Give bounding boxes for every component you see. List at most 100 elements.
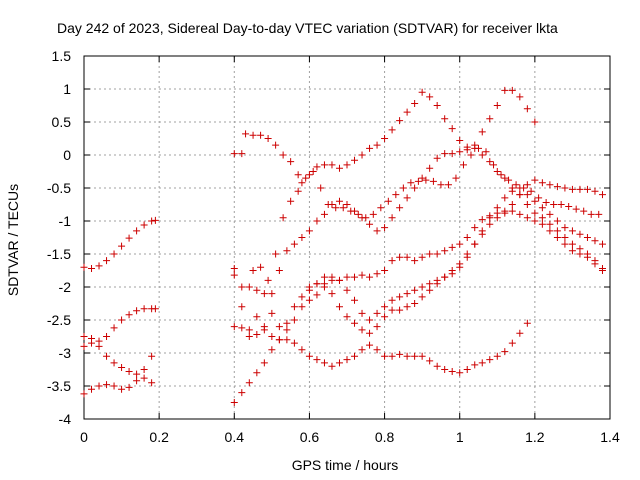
- data-point: [452, 174, 460, 182]
- data-point: [103, 352, 111, 360]
- series-sat-d: [80, 352, 156, 398]
- x-tick-label: 0: [80, 429, 88, 445]
- data-point: [527, 187, 535, 195]
- data-point: [486, 356, 494, 364]
- data-point: [298, 179, 306, 187]
- data-point: [456, 369, 464, 377]
- data-point: [80, 333, 88, 340]
- data-point: [486, 214, 494, 222]
- data-point: [587, 210, 595, 218]
- data-point: [531, 118, 539, 126]
- data-point: [505, 176, 513, 184]
- data-point: [418, 283, 426, 291]
- data-point: [403, 194, 411, 202]
- data-point: [335, 303, 343, 311]
- data-point: [351, 352, 359, 360]
- data-point: [411, 352, 419, 360]
- data-point: [279, 151, 287, 159]
- data-point: [490, 161, 498, 169]
- data-point: [140, 366, 148, 373]
- data-point: [230, 399, 238, 406]
- data-point: [272, 250, 280, 258]
- data-point: [523, 201, 531, 208]
- data-point: [110, 359, 118, 367]
- data-point: [396, 253, 404, 261]
- data-point: [290, 303, 298, 311]
- data-point: [388, 306, 396, 314]
- data-point: [411, 257, 419, 265]
- y-tick-label: -3.5: [47, 378, 71, 394]
- series-sat-a: [80, 216, 159, 273]
- data-point: [531, 197, 539, 205]
- data-point: [294, 187, 302, 195]
- data-point: [426, 357, 434, 365]
- data-point: [140, 305, 148, 313]
- data-point: [576, 230, 584, 238]
- data-point: [475, 144, 482, 152]
- data-point: [125, 234, 133, 242]
- x-tick-label: 1.4: [600, 429, 620, 445]
- data-point: [305, 296, 313, 304]
- data-point: [320, 273, 328, 281]
- data-point: [279, 214, 287, 222]
- data-point: [459, 161, 467, 169]
- data-point: [591, 237, 599, 245]
- data-point: [550, 201, 558, 208]
- data-point: [598, 265, 606, 273]
- data-point: [538, 204, 546, 212]
- data-point: [441, 273, 449, 281]
- series-sat-e: [230, 86, 539, 187]
- data-point: [523, 319, 531, 327]
- data-point: [335, 164, 343, 172]
- data-point: [471, 240, 479, 248]
- data-point: [463, 146, 471, 154]
- data-point: [433, 362, 441, 370]
- data-point: [140, 374, 148, 382]
- data-point: [351, 296, 359, 304]
- data-point: [287, 158, 295, 166]
- data-point: [238, 324, 246, 332]
- data-point: [493, 352, 501, 360]
- data-points: [80, 86, 606, 406]
- data-point: [110, 382, 118, 390]
- data-point: [294, 171, 302, 179]
- data-point: [388, 296, 396, 304]
- data-point: [486, 115, 494, 123]
- data-point: [302, 174, 310, 182]
- data-point: [328, 362, 336, 370]
- data-point: [561, 240, 569, 248]
- data-point: [373, 141, 381, 149]
- data-point: [260, 323, 268, 331]
- data-point: [358, 309, 366, 317]
- data-point: [426, 250, 434, 258]
- y-tick-label: -1.5: [47, 246, 71, 262]
- data-point: [508, 207, 516, 215]
- data-point: [478, 359, 486, 367]
- data-point: [253, 313, 261, 321]
- data-point: [418, 293, 426, 301]
- data-point: [80, 342, 88, 350]
- data-point: [403, 303, 411, 311]
- data-point: [242, 130, 250, 138]
- data-point: [103, 381, 111, 389]
- data-point: [343, 161, 351, 169]
- data-point: [95, 382, 103, 390]
- data-point: [546, 227, 554, 235]
- data-point: [320, 210, 328, 218]
- data-point: [501, 207, 509, 215]
- data-point: [358, 346, 366, 354]
- data-point: [508, 201, 516, 208]
- data-point: [88, 385, 96, 393]
- data-point: [118, 364, 126, 372]
- data-point: [118, 316, 126, 324]
- data-point: [125, 383, 133, 391]
- data-point: [478, 128, 486, 136]
- data-point: [411, 184, 419, 192]
- axes: 0 0.2 0.4 0.6 0.8 1 1.2 1.4 -4 -3.5 -3 -2.5 -2 -1.5 -1…: [47, 48, 620, 445]
- series-sat-g: [230, 319, 531, 377]
- data-point: [568, 185, 576, 193]
- data-point: [576, 185, 584, 193]
- data-point: [275, 336, 283, 344]
- data-point: [287, 197, 295, 205]
